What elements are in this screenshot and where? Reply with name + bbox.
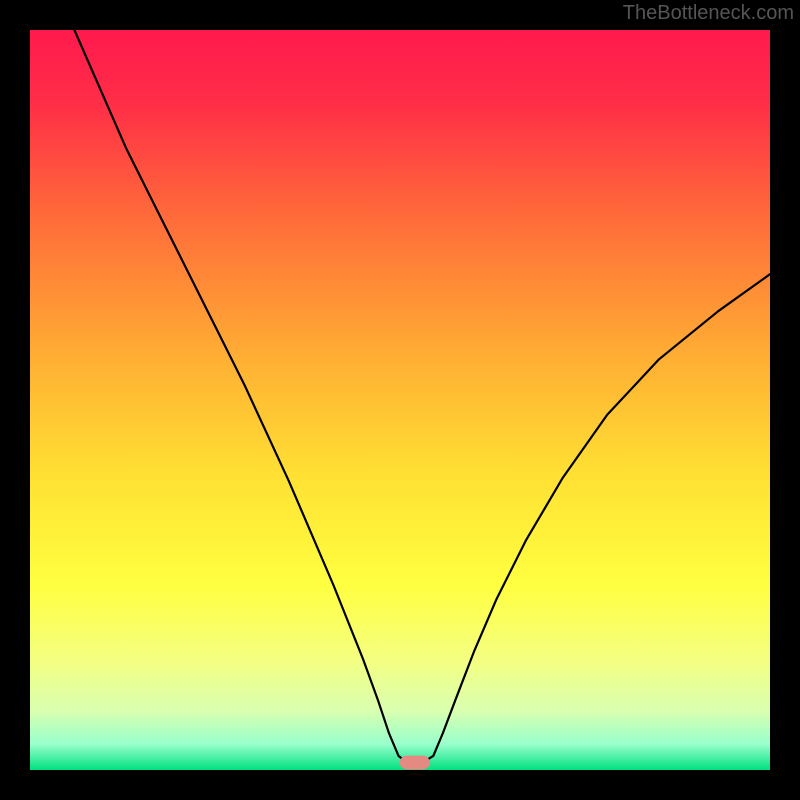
chart-container: TheBottleneck.com <box>0 0 800 800</box>
optimum-marker <box>400 756 430 770</box>
gradient-background <box>30 30 770 770</box>
bottleneck-chart-svg <box>0 0 800 800</box>
watermark-label: TheBottleneck.com <box>623 2 794 25</box>
